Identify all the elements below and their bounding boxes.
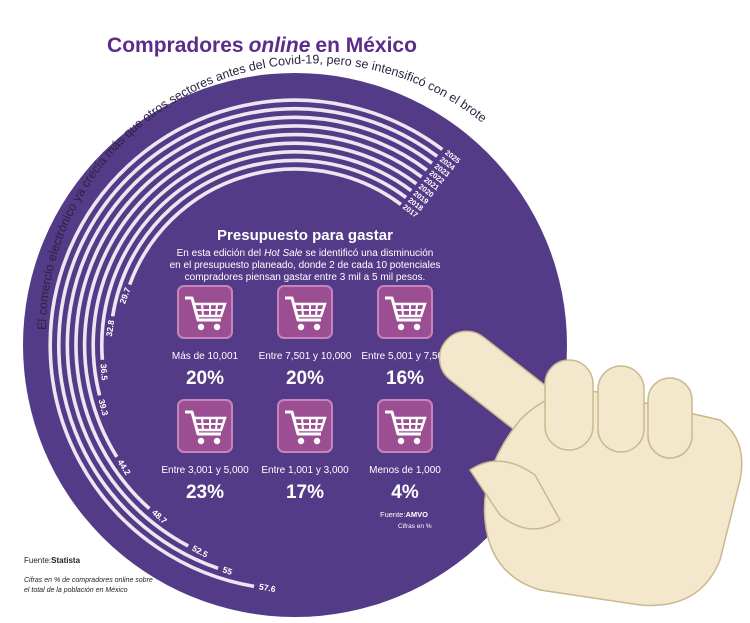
budget-title: Presupuesto para gastar	[217, 227, 393, 244]
cart-icon	[276, 398, 334, 454]
item-share: 20%	[186, 368, 224, 389]
item-label: Entre 3,001 y 5,000	[161, 465, 249, 476]
text-part: se identificó una disminución	[306, 248, 434, 259]
footer-note: el total de la población en México	[24, 587, 128, 594]
radial-bar	[110, 158, 408, 317]
value-label: 55	[221, 564, 233, 577]
budget-source: Fuente:AMVO	[380, 510, 428, 519]
radial-bar	[82, 132, 423, 458]
value-label: 39.3	[97, 398, 111, 417]
item-label: Entre 1,001 y 3,000	[261, 465, 349, 476]
source: Statista	[51, 556, 80, 565]
budget-text-line: compradores piensan gastar entre 3 mil a…	[185, 272, 426, 283]
source-label: Fuente:	[24, 556, 51, 565]
radial-bar	[100, 150, 413, 360]
source: AMVO	[405, 510, 428, 519]
radial-bar	[65, 115, 434, 548]
radial-bar	[91, 141, 418, 396]
item-share: 20%	[286, 368, 324, 389]
hand-illustration	[438, 330, 743, 607]
text-part: Hot Sale	[264, 248, 303, 259]
radial-bar	[74, 124, 428, 510]
title-part: Compradores	[107, 34, 244, 57]
title-part: online	[249, 34, 311, 57]
item-share: 23%	[186, 482, 224, 503]
budget-text-line: En esta edición del Hot Sale se identificó…	[177, 248, 434, 259]
cart-icon	[276, 284, 334, 340]
cart-icon	[376, 398, 434, 454]
cart-icon	[176, 398, 234, 454]
footer-note: Cifras en % de compradores online sobre	[24, 577, 153, 584]
item-label: Menos de 1,000	[369, 465, 441, 476]
item-share: 16%	[386, 368, 424, 389]
item-share: 17%	[286, 482, 324, 503]
cart-icon	[176, 284, 234, 340]
item-label: Entre 5,001 y 7,500	[361, 351, 449, 362]
value-label: 36.5	[98, 363, 109, 381]
text-part: En esta edición del	[177, 248, 262, 259]
radial-bar	[48, 98, 444, 589]
radial-bar	[128, 167, 403, 286]
budget-items: Más de 10,001 20% Entre 7,501 y 10,000 20% E…	[161, 284, 449, 503]
cart-icon	[376, 284, 434, 340]
value-label: 57.6	[258, 581, 276, 594]
source-label: Fuente:	[380, 510, 405, 519]
title-part: en México	[315, 34, 417, 57]
item-label: Más de 10,001	[172, 351, 239, 362]
item-share: 4%	[391, 482, 419, 503]
radial-bars: 29.7201732.8201836.5201939.3202044.22021…	[48, 98, 462, 594]
radial-bar	[57, 107, 439, 571]
chart-title: Compradores online en México	[107, 34, 417, 57]
value-label: 32.8	[104, 319, 116, 337]
footer-source: Fuente:Statista	[24, 556, 81, 565]
budget-text-line: en el presupuesto planeado, donde 2 de c…	[170, 260, 441, 271]
budget-note: Cifras en %	[398, 523, 432, 530]
item-label: Entre 7,501 y 10,000	[259, 351, 352, 362]
